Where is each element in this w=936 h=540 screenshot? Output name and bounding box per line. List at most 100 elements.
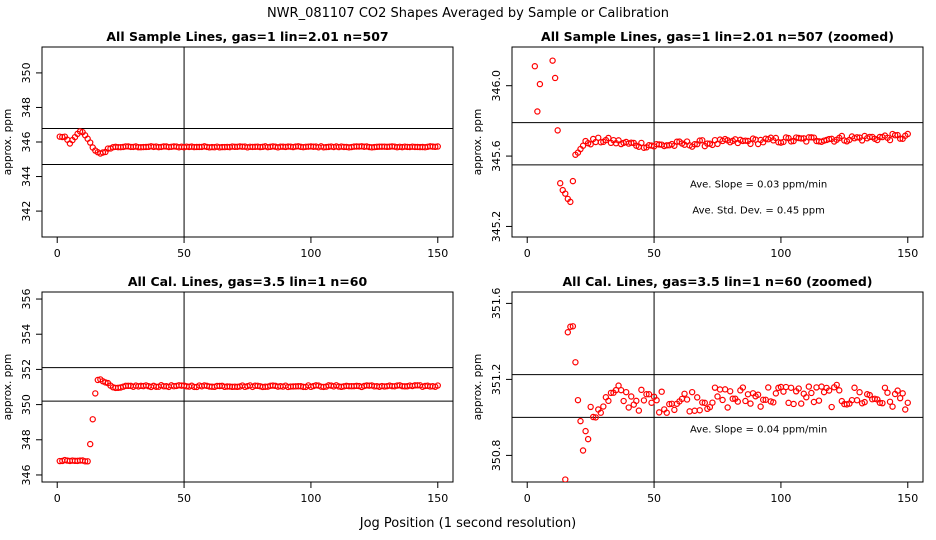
- y-tick-label: 350: [20, 394, 33, 415]
- x-tick-label: 100: [770, 247, 791, 260]
- data-point: [896, 135, 904, 142]
- data-point: [625, 404, 632, 411]
- data-point: [884, 389, 891, 396]
- data-point: [754, 391, 762, 398]
- data-point: [891, 131, 899, 139]
- data-point: [666, 400, 673, 408]
- chart-panel-2: All Sample Lines, gas=1 lin=2.01 n=507 (…: [472, 29, 924, 260]
- reference-lines: [512, 292, 923, 482]
- data-point: [84, 458, 91, 465]
- plot-frame: [511, 291, 924, 483]
- data-point: [894, 387, 901, 394]
- data-point: [886, 136, 894, 144]
- x-tick-label: 0: [524, 492, 531, 505]
- data-point: [579, 447, 587, 454]
- data-point: [605, 134, 612, 142]
- x-tick-label: 150: [427, 492, 448, 505]
- data-point: [836, 387, 843, 394]
- data-point: [691, 141, 698, 148]
- data-point: [567, 323, 574, 330]
- data-point: [681, 390, 688, 397]
- chart-panel-3: All Cal. Lines, gas=3.5 lin=1 n=60 approx…: [2, 274, 454, 505]
- x-tick-label: 0: [54, 492, 61, 505]
- data-point: [434, 382, 441, 389]
- data-point: [825, 135, 833, 143]
- x-tick-label: 50: [647, 247, 661, 260]
- reference-lines: [512, 47, 923, 237]
- annotation: Ave. Slope = 0.04 ppm/min: [690, 425, 827, 436]
- data-points: [531, 57, 911, 206]
- x-tick-label: 100: [300, 492, 321, 505]
- x-tick-label: 0: [54, 247, 61, 260]
- data-point: [645, 391, 653, 398]
- data-point: [798, 135, 805, 142]
- data-point: [434, 143, 441, 150]
- data-point: [744, 391, 752, 398]
- data-point: [653, 397, 660, 404]
- data-point: [881, 384, 889, 391]
- data-point: [562, 190, 569, 197]
- annotation: Ave. Slope = 0.03 ppm/min: [690, 180, 827, 191]
- x-axis-label: Jog Position (1 second resolution): [359, 516, 577, 531]
- y-tick-label: 346: [20, 464, 33, 485]
- data-point: [87, 440, 94, 448]
- data-point: [574, 396, 582, 404]
- data-point: [886, 398, 894, 405]
- y-tick-label: 348: [20, 97, 33, 118]
- data-point: [904, 130, 911, 138]
- y-tick-label: 350: [20, 62, 33, 83]
- data-point: [747, 140, 754, 148]
- data-point: [572, 359, 579, 366]
- y-tick-label: 348: [20, 429, 33, 450]
- x-tick-label: 150: [897, 247, 918, 260]
- x-tick-label: 0: [524, 247, 531, 260]
- data-point: [597, 409, 604, 416]
- data-point: [683, 396, 691, 403]
- data-point: [582, 427, 589, 435]
- data-point: [569, 177, 577, 185]
- data-point: [671, 406, 678, 414]
- data-point: [628, 393, 635, 400]
- data-point: [600, 403, 607, 410]
- y-tick-label: 344: [20, 166, 33, 187]
- data-point: [648, 399, 655, 406]
- data-point: [780, 388, 787, 395]
- data-point: [853, 134, 861, 141]
- data-point: [554, 127, 561, 134]
- data-point: [655, 409, 663, 416]
- data-point: [861, 398, 868, 406]
- x-tick-label: 50: [177, 492, 191, 505]
- data-point: [739, 384, 747, 391]
- data-point: [805, 383, 813, 390]
- data-point: [833, 381, 840, 389]
- data-point: [663, 409, 670, 416]
- data-point: [902, 406, 909, 413]
- data-point: [734, 398, 741, 405]
- data-point: [757, 403, 764, 410]
- data-point: [851, 384, 858, 391]
- y-tick-label: 345.6: [490, 140, 503, 172]
- data-points: [56, 376, 441, 465]
- data-point: [709, 399, 716, 406]
- data-point: [772, 390, 780, 397]
- y-tick-label: 352: [20, 359, 33, 380]
- y-tick-label: 342: [20, 201, 33, 222]
- data-point: [643, 391, 650, 398]
- data-point: [696, 137, 703, 144]
- y-tick-label: 354: [20, 324, 33, 345]
- data-points: [56, 128, 441, 157]
- data-point: [825, 387, 833, 394]
- data-point: [592, 414, 599, 421]
- x-tick-label: 100: [300, 247, 321, 260]
- data-point: [721, 386, 729, 393]
- data-point: [686, 408, 693, 415]
- panel-title: All Cal. Lines, gas=3.5 lin=1 n=60 (zoom…: [563, 274, 873, 289]
- panel-title: All Sample Lines, gas=1 lin=2.01 n=507: [106, 29, 388, 44]
- page-title: NWR_081107 CO2 Shapes Averaged by Sample…: [266, 6, 670, 21]
- data-point: [638, 386, 645, 394]
- data-point: [640, 397, 648, 404]
- data-point: [765, 384, 772, 391]
- data-point: [813, 384, 820, 391]
- chart-panel-1: All Sample Lines, gas=1 lin=2.01 n=507 ap…: [2, 29, 454, 260]
- y-axis-label: approx. ppm: [472, 109, 484, 175]
